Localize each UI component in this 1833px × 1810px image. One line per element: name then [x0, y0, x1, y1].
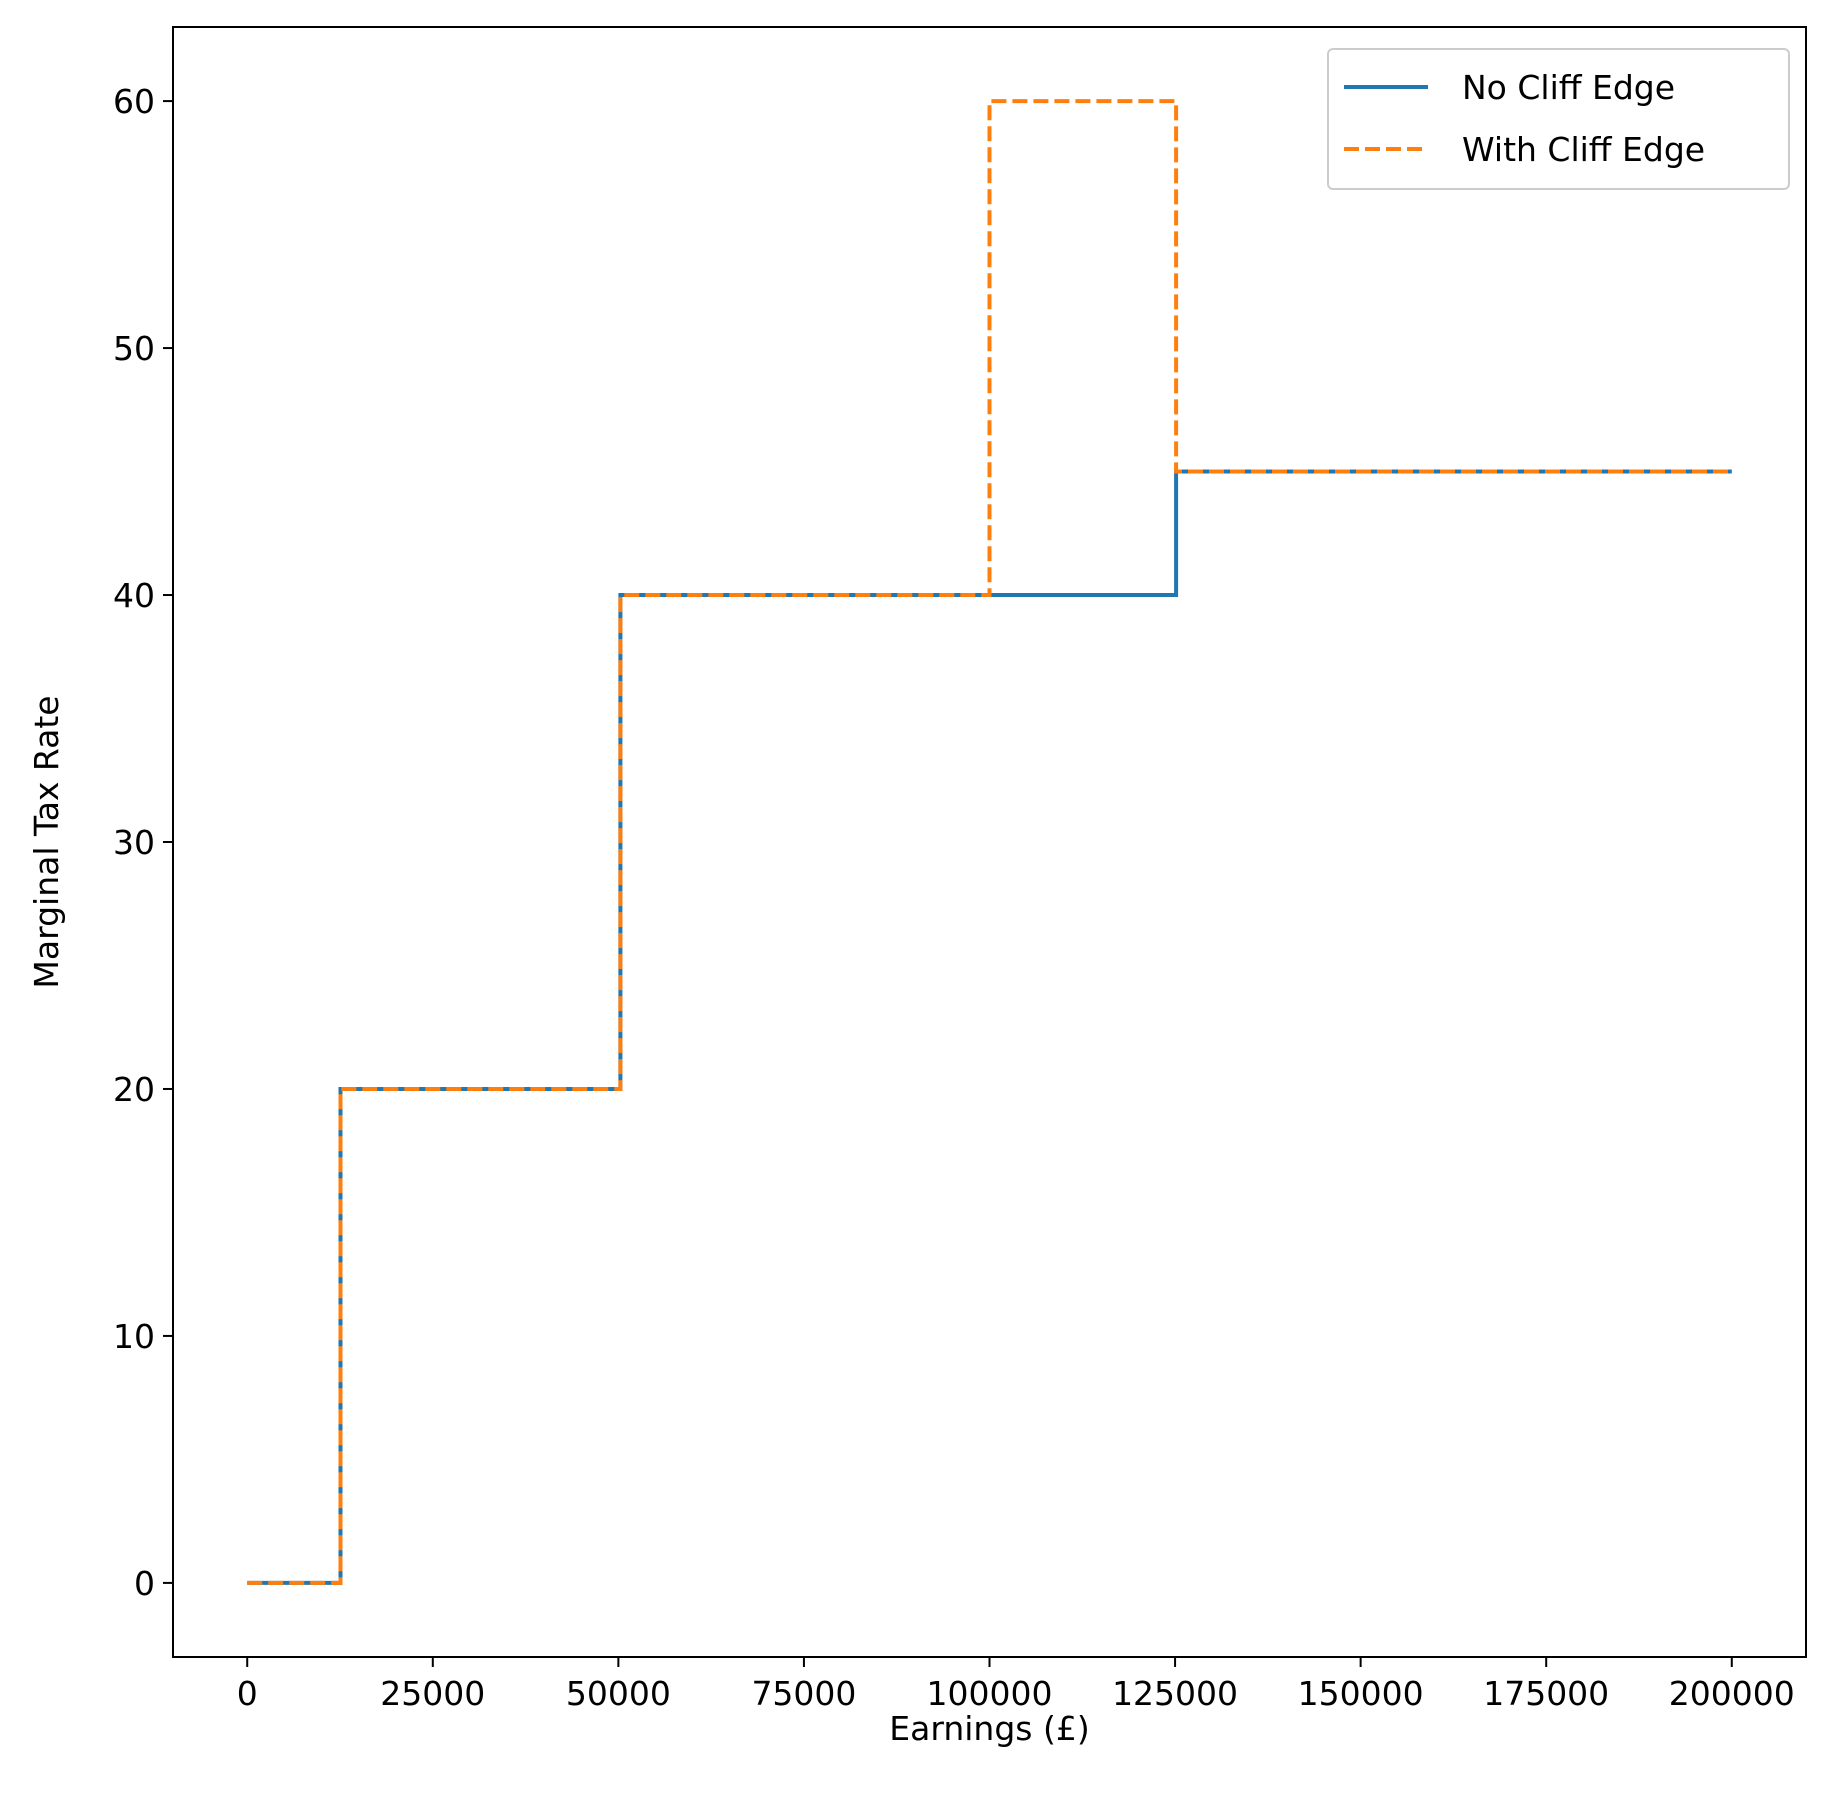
x-tick-label: 175000 [1483, 1674, 1609, 1713]
x-tick-label: 75000 [751, 1674, 856, 1713]
x-axis-title: Earnings (£) [889, 1709, 1089, 1748]
y-tick-label: 50 [113, 329, 155, 368]
x-tick-label: 0 [237, 1674, 258, 1713]
x-tick-label: 150000 [1298, 1674, 1424, 1713]
legend-label-2: With Cliff Edge [1462, 130, 1705, 169]
x-tick-label: 100000 [927, 1674, 1053, 1713]
y-axis-title: Marginal Tax Rate [27, 695, 66, 988]
y-axis: 0 10 20 30 40 50 60 [113, 82, 173, 1603]
x-tick-label: 125000 [1112, 1674, 1238, 1713]
y-tick-label: 10 [113, 1317, 155, 1356]
x-axis: 0 25000 50000 75000 100000 125000 150000 175000… [237, 1657, 1795, 1713]
legend-box [1327, 48, 1790, 190]
y-tick-label: 60 [113, 82, 155, 121]
x-tick-label: 50000 [566, 1674, 671, 1713]
plot-area [173, 27, 1806, 1657]
y-tick-label: 40 [113, 576, 155, 615]
y-tick-label: 0 [134, 1564, 155, 1603]
y-tick-label: 20 [113, 1070, 155, 1109]
y-tick-label: 30 [113, 823, 155, 862]
legend-label-1: No Cliff Edge [1462, 68, 1675, 107]
series-layer [247, 99, 1732, 1585]
x-tick-label: 25000 [380, 1674, 485, 1713]
x-tick-label: 200000 [1669, 1674, 1795, 1713]
series-line-2 [247, 99, 1732, 1585]
legend: No Cliff Edge With Cliff Edge [1327, 48, 1790, 190]
